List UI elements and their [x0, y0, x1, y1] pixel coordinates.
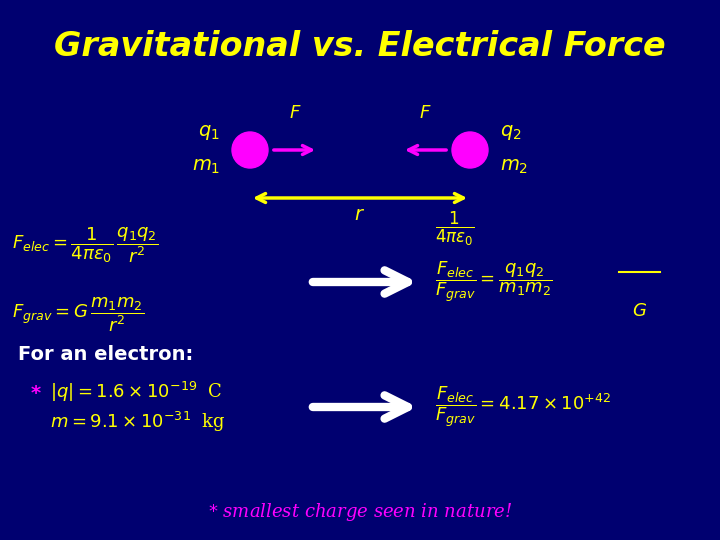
Text: $F$: $F$ [419, 104, 431, 122]
Text: $G$: $G$ [632, 302, 647, 320]
Text: $\dfrac{F_{elec}}{F_{grav}} = 4.17\times 10^{+42}$: $\dfrac{F_{elec}}{F_{grav}} = 4.17\times… [435, 384, 611, 429]
Circle shape [452, 132, 488, 168]
Text: $F_{grav} = G\,\dfrac{m_1 m_2}{r^2}$: $F_{grav} = G\,\dfrac{m_1 m_2}{r^2}$ [12, 295, 144, 334]
Text: $r$: $r$ [354, 206, 366, 224]
Text: $q_2$: $q_2$ [500, 123, 521, 142]
Text: For an electron:: For an electron: [18, 346, 193, 365]
Text: $q_1$: $q_1$ [198, 123, 220, 142]
Text: $F$: $F$ [289, 104, 301, 122]
Text: Gravitational vs. Electrical Force: Gravitational vs. Electrical Force [54, 30, 666, 63]
Text: $m_1$: $m_1$ [192, 158, 220, 176]
Text: $|q| = 1.6\times 10^{-19}$  C: $|q| = 1.6\times 10^{-19}$ C [50, 380, 222, 404]
Text: $\dfrac{F_{elec}}{F_{grav}} = \dfrac{q_1 q_2}{m_1 m_2}$: $\dfrac{F_{elec}}{F_{grav}} = \dfrac{q_1… [435, 260, 553, 305]
Circle shape [232, 132, 268, 168]
Text: $\dfrac{1}{4\pi\varepsilon_0}$: $\dfrac{1}{4\pi\varepsilon_0}$ [435, 210, 474, 248]
Text: $m_2$: $m_2$ [500, 158, 528, 176]
Text: $*$ smallest charge seen in nature!: $*$ smallest charge seen in nature! [208, 501, 512, 523]
Text: $F_{elec} = \dfrac{1}{4\pi\varepsilon_0}\,\dfrac{q_1 q_2}{r^2}$: $F_{elec} = \dfrac{1}{4\pi\varepsilon_0}… [12, 225, 158, 265]
Text: $\mathbf{*}$: $\mathbf{*}$ [30, 383, 42, 401]
Text: $m = 9.1\times 10^{-31}$  kg: $m = 9.1\times 10^{-31}$ kg [50, 410, 226, 434]
